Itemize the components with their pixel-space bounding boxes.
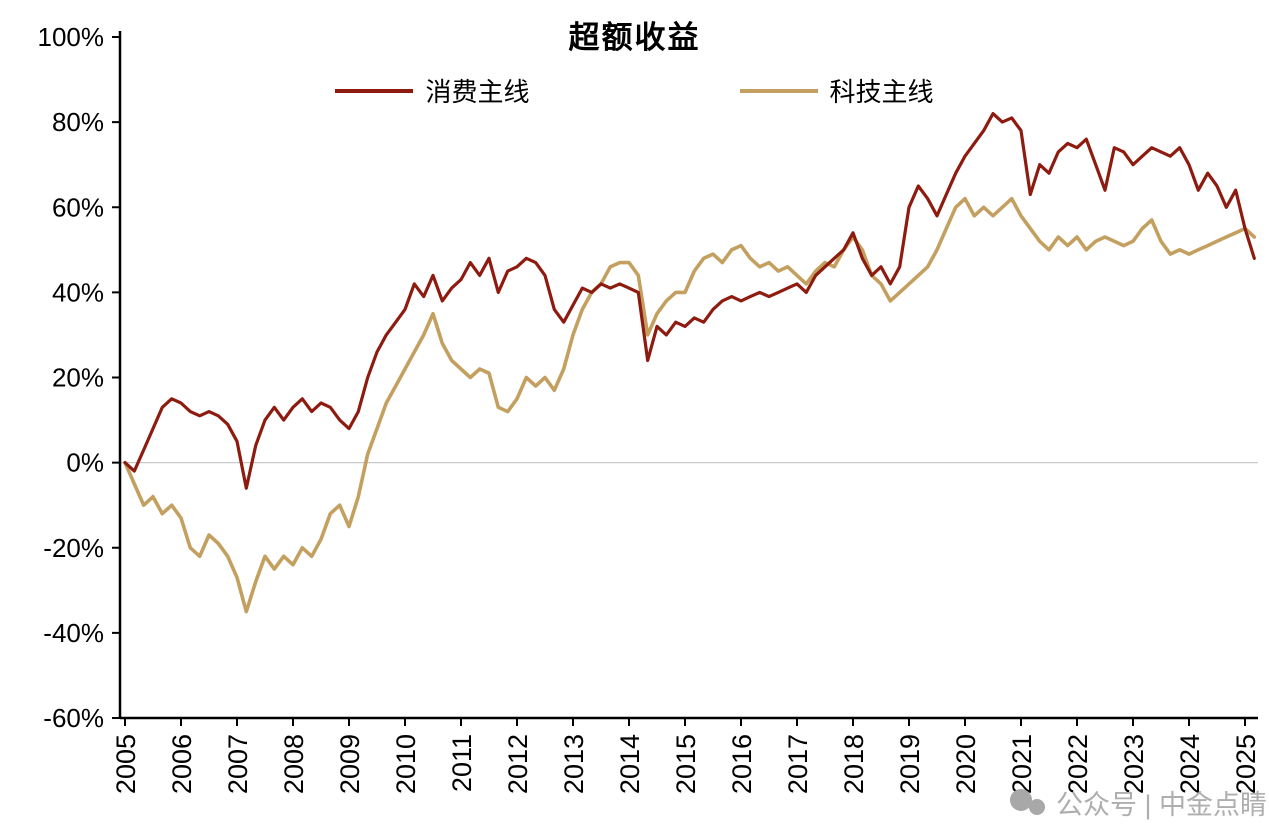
consumer-line-swatch: [335, 88, 414, 93]
y-tick-label: -40%: [43, 618, 104, 648]
x-tick-label: 2011: [447, 734, 477, 792]
y-tick-label: -20%: [43, 533, 104, 563]
x-tick-label: 2018: [839, 734, 869, 794]
legend-label-tech: 科技主线: [829, 77, 934, 107]
watermark-text: 公众号 | 中金点睛: [1055, 790, 1267, 820]
legend-label-consumer: 消费主线: [425, 77, 530, 107]
x-tick-label: 2021: [1007, 734, 1037, 794]
y-tick-label: 40%: [52, 277, 104, 307]
x-tick-label: 2008: [279, 734, 309, 794]
chart-title: 超额收益: [568, 20, 701, 55]
chart-legend: 消费主线 科技主线: [0, 72, 1269, 109]
legend-item-tech: 科技主线: [739, 72, 934, 109]
x-tick-label: 2007: [223, 734, 253, 794]
y-tick-label: 0%: [66, 448, 104, 478]
x-tick-label: 2017: [783, 734, 813, 794]
x-tick-label: 2025: [1231, 734, 1261, 794]
x-tick-label: 2016: [727, 734, 757, 794]
x-tick-label: 2012: [503, 734, 533, 794]
y-tick-label: 80%: [52, 107, 104, 137]
x-tick-label: 2024: [1175, 734, 1205, 794]
x-tick-label: 2013: [559, 734, 589, 794]
y-tick-label: 60%: [52, 192, 104, 222]
x-tick-label: 2022: [1063, 734, 1093, 794]
consumer-line: [123, 111, 1256, 490]
tech-line-swatch: [739, 88, 818, 93]
x-tick-label: 2010: [391, 734, 421, 794]
x-tick-label: 2023: [1119, 734, 1149, 794]
x-tick-label: 2014: [615, 734, 645, 794]
x-tick-label: 2019: [895, 734, 925, 794]
x-tick-label: 2009: [335, 734, 365, 794]
y-tick-label: -60%: [43, 703, 104, 733]
y-tick-label: 20%: [52, 363, 104, 393]
x-tick-label: 2006: [167, 734, 197, 794]
wechat-icon: [1009, 788, 1045, 815]
x-tick-label: 2015: [671, 734, 701, 794]
legend-item-consumer: 消费主线: [335, 72, 530, 109]
watermark: 公众号 | 中金点睛: [1008, 783, 1267, 822]
x-tick-label: 2020: [951, 734, 981, 794]
x-tick-label: 2005: [111, 734, 141, 794]
tech-line: [123, 196, 1257, 614]
y-tick-label: 100%: [38, 22, 105, 52]
